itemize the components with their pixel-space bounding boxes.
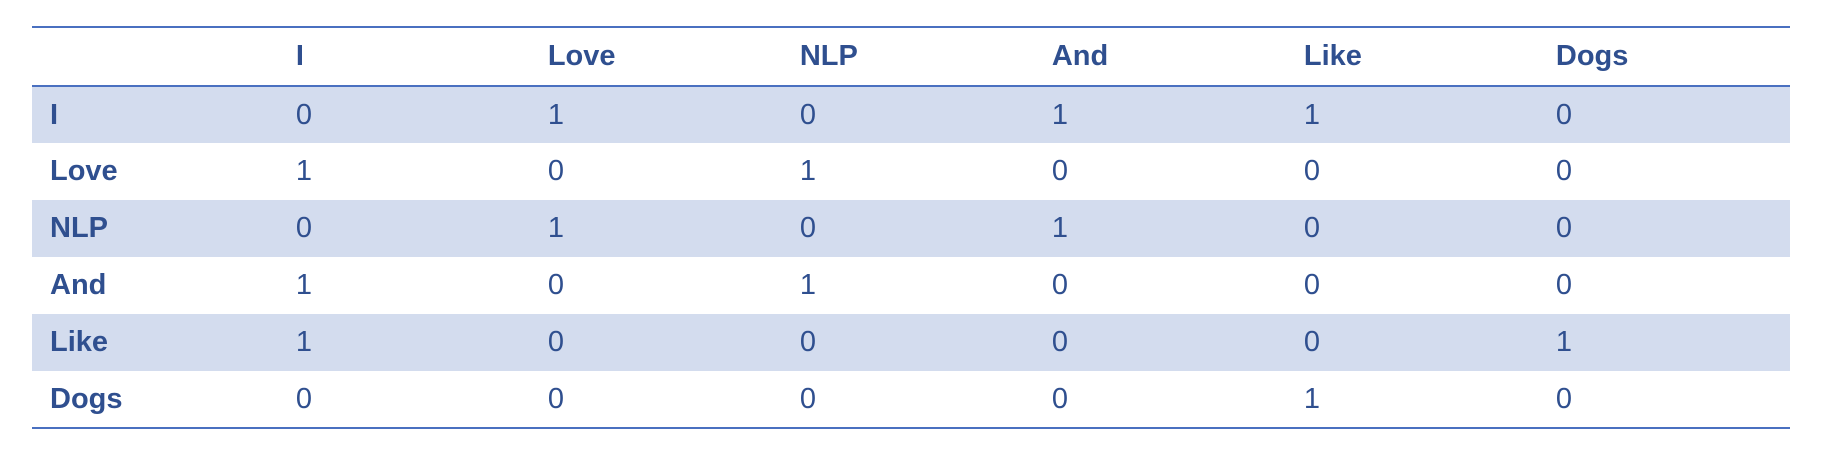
table-cell: 1 xyxy=(1555,326,1573,358)
table-cell: 1 xyxy=(799,269,816,301)
table-cell: 0 xyxy=(1303,326,1321,358)
table-header: I Love NLP And Like Dogs xyxy=(32,26,1790,87)
table-cell: 1 xyxy=(1051,98,1068,131)
table-cell: 0 xyxy=(1555,212,1573,244)
table-cell: 0 xyxy=(781,371,1034,429)
table-cell: 1 xyxy=(547,98,564,131)
table-body: I 0 1 0 1 1 0 Love 1 0 1 0 0 0 NLP 0 1 xyxy=(32,86,1790,429)
table-cell: 0 xyxy=(1537,371,1790,429)
table-cell: 0 xyxy=(277,371,530,429)
table-row: Love 1 0 1 0 0 0 xyxy=(32,143,1790,200)
header-row: I Love NLP And Like Dogs xyxy=(32,26,1790,87)
table-cell: 0 xyxy=(1555,269,1573,301)
table-cell: 0 xyxy=(547,155,564,187)
row-header: Dogs xyxy=(32,371,278,429)
table-cell: 0 xyxy=(1303,269,1321,301)
table-cell: 0 xyxy=(547,326,564,358)
table-cell: 0 xyxy=(799,326,816,358)
corner-cell xyxy=(32,26,278,87)
table-cell: 1 xyxy=(1303,98,1321,131)
table-cell: 1 xyxy=(295,269,312,301)
table-cell: 1 xyxy=(295,326,312,358)
column-header: I xyxy=(277,26,530,87)
row-header: NLP xyxy=(50,212,108,244)
table-cell: 1 xyxy=(547,212,564,244)
column-header: Like xyxy=(1285,26,1538,87)
table-cell: 1 xyxy=(1285,371,1538,429)
row-header: Like xyxy=(50,326,109,358)
table-cell: 0 xyxy=(1303,212,1321,244)
table-row: Like 1 0 0 0 0 1 xyxy=(32,314,1790,371)
table-cell: 0 xyxy=(799,212,816,244)
table-cell: 0 xyxy=(1051,269,1068,301)
column-header: Love xyxy=(529,26,782,87)
table-cell: 0 xyxy=(529,371,782,429)
table-row: I 0 1 0 1 1 0 xyxy=(32,86,1790,143)
table-row: NLP 0 1 0 1 0 0 xyxy=(32,200,1790,257)
co-occurrence-table-container: I Love NLP And Like Dogs I 0 1 0 1 1 0 L… xyxy=(32,26,1790,429)
table-cell: 0 xyxy=(1555,98,1573,131)
table-cell: 0 xyxy=(1033,371,1286,429)
table-cell: 1 xyxy=(799,155,816,187)
table-cell: 0 xyxy=(1555,155,1573,187)
row-header: And xyxy=(50,269,107,301)
column-header: And xyxy=(1033,26,1286,87)
column-header: Dogs xyxy=(1537,26,1790,87)
table-cell: 0 xyxy=(547,269,564,301)
table-cell: 1 xyxy=(1051,212,1068,244)
table-cell: 0 xyxy=(295,98,312,131)
table-row: And 1 0 1 0 0 0 xyxy=(32,257,1790,314)
table-cell: 0 xyxy=(1051,326,1068,358)
table-cell: 0 xyxy=(1051,155,1068,187)
table-cell: 1 xyxy=(295,155,312,187)
column-header: NLP xyxy=(781,26,1034,87)
table-cell: 0 xyxy=(799,98,816,131)
table-cell: 0 xyxy=(1303,155,1321,187)
row-header: I xyxy=(50,98,59,131)
table-row: Dogs 0 0 0 0 1 0 xyxy=(32,371,1790,429)
row-header: Love xyxy=(50,155,118,187)
co-occurrence-table: I Love NLP And Like Dogs I 0 1 0 1 1 0 L… xyxy=(32,26,1790,429)
table-cell: 0 xyxy=(295,212,312,244)
